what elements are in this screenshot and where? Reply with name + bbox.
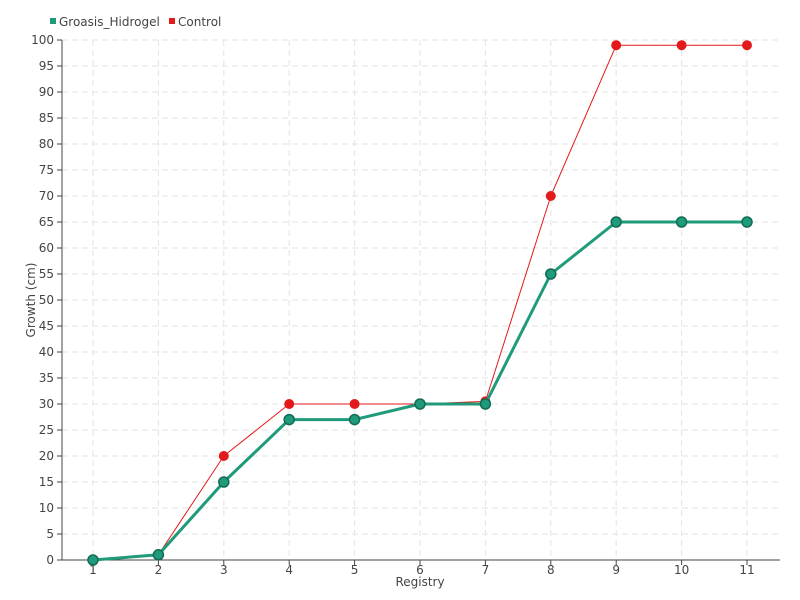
legend-item: Control [169,15,221,29]
y-tick-label: 10 [39,501,54,515]
legend-label: Groasis_Hidrogel [59,15,160,29]
data-point [545,268,557,280]
data-point [741,216,753,228]
y-tick-label: 75 [39,163,54,177]
y-tick-label: 90 [39,85,54,99]
data-point [610,216,622,228]
legend-swatch [50,18,56,24]
x-tick-label: 2 [155,563,163,577]
y-tick-label: 50 [39,293,54,307]
x-axis-label: Registry [395,575,444,589]
y-tick-label: 30 [39,397,54,411]
data-point [742,40,752,51]
x-tick-label: 4 [285,563,293,577]
y-tick-label: 25 [39,423,54,437]
y-tick-label: 20 [39,449,54,463]
legend-swatch [169,18,175,24]
data-point [479,398,492,410]
x-tick-label: 3 [220,563,228,577]
data-point [348,413,361,426]
y-tick-label: 40 [39,345,54,359]
y-tick-label: 60 [39,241,54,255]
series-layer [87,40,753,566]
x-tick-label: 8 [547,563,555,577]
data-point [218,451,229,461]
y-tick-label: 55 [39,267,54,281]
grid-lines [62,39,780,560]
y-tick-label: 45 [39,319,54,333]
data-point [283,413,295,426]
y-tick-label: 0 [46,553,54,567]
y-tick-label: 15 [39,475,54,489]
data-point [87,554,99,566]
axes: 0510152025303540455055606570758085909510… [31,33,780,577]
data-point [218,476,230,488]
y-tick-label: 80 [39,137,54,151]
x-tick-label: 7 [482,563,490,577]
data-point [284,399,295,409]
data-point [414,398,426,410]
x-tick-label: 6 [416,563,424,577]
x-tick-label: 9 [612,563,620,577]
y-tick-label: 95 [39,59,54,73]
series-groasis-hidrogel [87,216,753,566]
y-tick-label: 70 [39,189,54,203]
data-point [152,549,165,561]
legend-item: Groasis_Hidrogel [50,15,160,29]
x-tick-label: 5 [351,563,359,577]
y-tick-label: 100 [31,33,54,47]
data-point [545,191,556,201]
y-tick-label: 85 [39,111,54,125]
x-tick-label: 1 [89,563,97,577]
data-point [676,40,687,51]
data-point [675,216,688,228]
data-point [349,399,360,409]
y-tick-label: 65 [39,215,54,229]
x-tick-label: 11 [739,563,754,577]
x-tick-label: 10 [674,563,689,577]
data-point [611,40,622,51]
y-tick-label: 35 [39,371,54,385]
legend: Groasis_Hidrogel Control [50,15,221,29]
y-tick-label: 5 [46,527,54,541]
legend-label: Control [178,15,221,29]
y-axis-label: Growth (cm) [24,263,38,338]
